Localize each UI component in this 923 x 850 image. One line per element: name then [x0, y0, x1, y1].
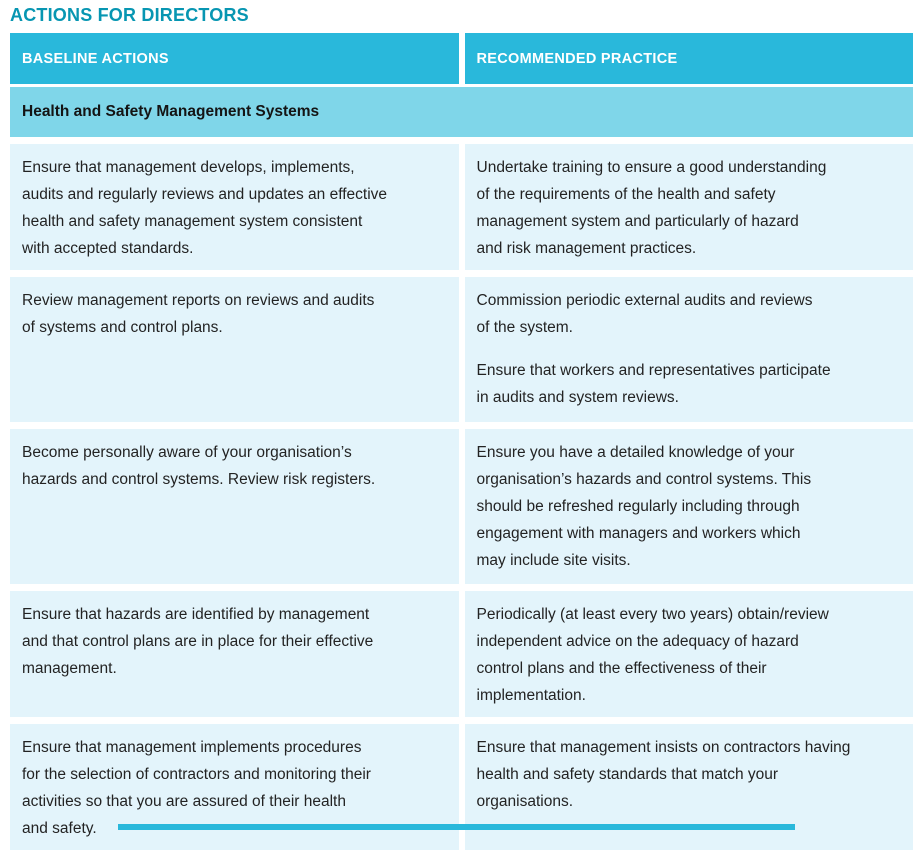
baseline-cell: Ensure that hazards are identified by ma… [10, 591, 459, 717]
cell-paragraph: Ensure you have a detailed knowledge of … [476, 444, 812, 569]
table-row: Ensure that management implements proced… [10, 724, 913, 850]
actions-table: BASELINE ACTIONS RECOMMENDED PRACTICE He… [10, 33, 913, 850]
recommended-cell: Periodically (at least every two years) … [464, 591, 913, 717]
cell-paragraph: Ensure that management develops, impleme… [22, 159, 388, 257]
page: { "document": { "title": "ACTIONS FOR DI… [0, 4, 923, 850]
recommended-cell: Ensure you have a detailed knowledge of … [464, 429, 913, 584]
recommended-cell: Undertake training to ensure a good unde… [464, 144, 913, 270]
cell-paragraph: Ensure that hazards are identified by ma… [22, 606, 374, 677]
table-row: Ensure that hazards are identified by ma… [10, 591, 913, 717]
recommended-cell: Commission periodic external audits and … [464, 277, 913, 422]
section-header: Health and Safety Management Systems [10, 87, 913, 137]
baseline-cell: Ensure that management develops, impleme… [10, 144, 459, 270]
table-header-row: BASELINE ACTIONS RECOMMENDED PRACTICE [10, 33, 913, 84]
cell-paragraph: Undertake training to ensure a good unde… [476, 159, 827, 257]
table-row: Become personally aware of your organisa… [10, 429, 913, 584]
baseline-cell: Become personally aware of your organisa… [10, 429, 459, 584]
table-row: Review management reports on reviews and… [10, 277, 913, 422]
clipped-next-band [118, 824, 795, 830]
page-title: ACTIONS FOR DIRECTORS [10, 5, 249, 25]
cell-paragraph: Review management reports on reviews and… [22, 292, 375, 336]
column-header-recommended-practice: RECOMMENDED PRACTICE [464, 33, 913, 84]
cell-paragraph: Ensure that workers and representatives … [476, 362, 831, 406]
column-header-baseline-actions: BASELINE ACTIONS [10, 33, 459, 84]
cell-paragraph: Ensure that management insists on contra… [476, 739, 851, 810]
baseline-cell: Ensure that management implements proced… [10, 724, 459, 850]
cell-paragraph: Become personally aware of your organisa… [22, 444, 376, 488]
recommended-cell: Ensure that management insists on contra… [464, 724, 913, 850]
baseline-cell: Review management reports on reviews and… [10, 277, 459, 422]
table-row: Ensure that management develops, impleme… [10, 144, 913, 270]
cell-paragraph: Commission periodic external audits and … [476, 292, 813, 336]
cell-paragraph: Periodically (at least every two years) … [476, 606, 829, 704]
